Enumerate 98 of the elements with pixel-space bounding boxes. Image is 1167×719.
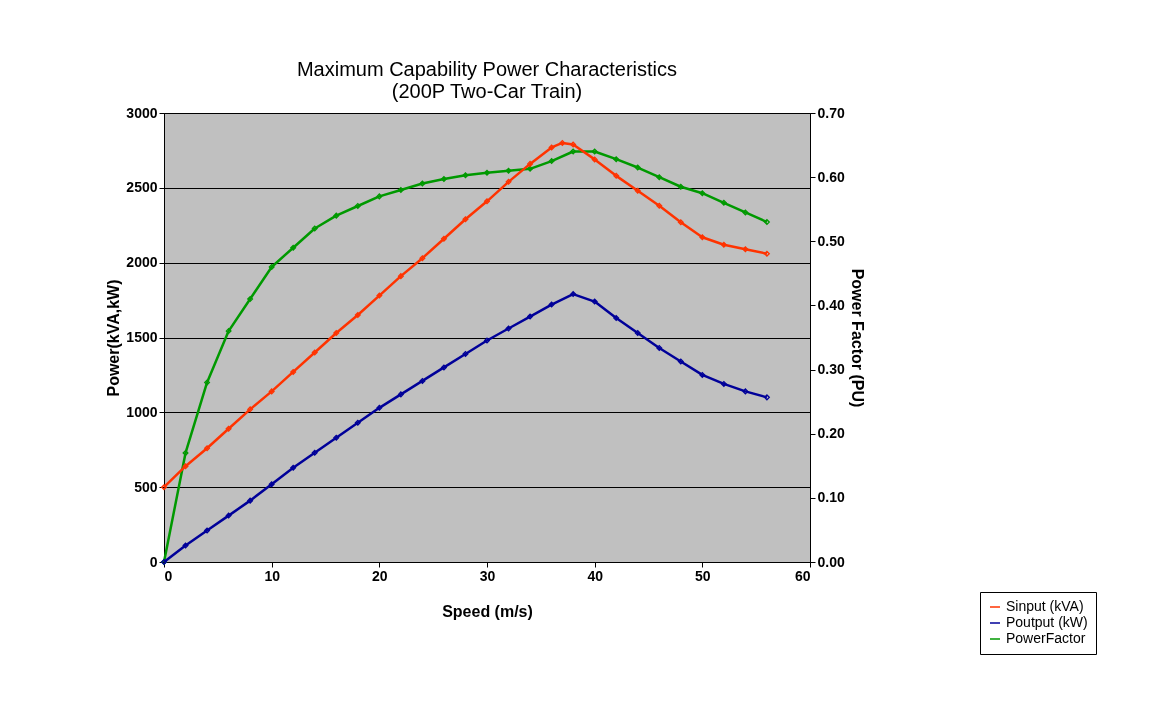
point: [204, 445, 211, 452]
point: [290, 244, 297, 251]
y-tick-label: 1500: [126, 329, 158, 345]
line-series: [161, 148, 770, 565]
x-axis-title: Speed (m/s): [442, 602, 533, 620]
y2-tick-label: 0.40: [817, 296, 845, 313]
point: [419, 255, 426, 262]
legend-label: Sinput (kVA): [1006, 598, 1084, 614]
point: [311, 449, 318, 456]
point: [656, 202, 663, 209]
point: [742, 246, 749, 253]
point: [484, 337, 490, 344]
point: [419, 180, 426, 187]
point: [354, 203, 361, 209]
y2-tick-label: 0.70: [817, 104, 845, 121]
point: [354, 419, 361, 426]
point: [720, 380, 727, 387]
point: [290, 464, 297, 471]
x-tick-label: 50: [695, 567, 711, 584]
y2-tick-label: 0.10: [817, 489, 845, 506]
point: [570, 291, 577, 298]
point: [634, 187, 641, 194]
point: [225, 512, 232, 519]
point: [397, 273, 404, 280]
legend-label: PowerFactor: [1006, 630, 1086, 646]
x-tick-label: 20: [372, 567, 388, 584]
point: [763, 250, 770, 257]
y-tick-label: 0: [149, 553, 158, 570]
point: [440, 176, 447, 183]
point: [548, 144, 555, 151]
x-tick-label: 10: [264, 567, 281, 584]
y2-tick-label: 0.50: [817, 232, 845, 249]
point: [677, 183, 684, 190]
point: [440, 235, 447, 242]
point: [656, 174, 663, 181]
point: [548, 301, 555, 308]
point: [613, 172, 620, 179]
y-tick-label: 3000: [126, 104, 158, 121]
y-axis-title: Power(kVA,kW): [105, 279, 123, 397]
point: [247, 296, 254, 303]
point: [720, 199, 727, 206]
point: [376, 292, 383, 299]
x-tick-label: 40: [587, 567, 604, 584]
point: [182, 542, 189, 549]
point: [505, 167, 512, 174]
point: [763, 219, 770, 226]
point: [677, 219, 684, 226]
x-tick-label: 60: [794, 567, 811, 584]
point: [613, 156, 620, 163]
y-tick-label: 2000: [126, 254, 158, 271]
y-tick-label: 1000: [126, 403, 158, 420]
point: [247, 406, 254, 413]
point: [311, 349, 318, 356]
point: [505, 325, 512, 332]
text: (200P Two-Car Train): [391, 80, 583, 102]
point: [613, 315, 620, 322]
point: [699, 371, 706, 378]
y2-tick-label: 0.20: [817, 425, 845, 442]
point: [591, 298, 598, 305]
point: [742, 388, 749, 395]
point: [656, 344, 663, 351]
y2-axis-title: Power Factor (PU): [848, 268, 866, 408]
point: [268, 388, 275, 395]
line-series: [161, 139, 770, 491]
point: [397, 186, 404, 193]
point: [699, 234, 706, 241]
point: [333, 434, 340, 441]
y-tick-label: 2500: [126, 179, 158, 196]
line-series: [161, 291, 770, 565]
point: [376, 404, 383, 411]
y2-tick-label: 0.60: [817, 168, 845, 185]
point: [634, 164, 641, 171]
point: [376, 193, 383, 200]
point: [591, 156, 598, 163]
point: [354, 312, 361, 319]
point: [225, 425, 232, 432]
point: [290, 368, 297, 375]
y2-tick-label: 0.00: [817, 553, 845, 570]
legend-label: Poutput (kW): [1006, 614, 1088, 630]
point: [677, 358, 684, 365]
point: [527, 160, 534, 167]
point: [311, 225, 318, 232]
point: [333, 212, 340, 219]
y2-tick-label: 0.30: [817, 361, 845, 378]
x-tick-label: 30: [479, 567, 496, 584]
y-tick-label: 500: [134, 478, 158, 495]
text: Maximum Capability Power Characteristics: [296, 58, 678, 80]
point: [591, 148, 598, 155]
point: [182, 463, 189, 470]
point: [397, 391, 404, 398]
point: [462, 216, 469, 223]
point: [720, 241, 727, 248]
point: [462, 172, 469, 179]
point: [699, 190, 706, 197]
point: [247, 497, 254, 504]
point: [742, 209, 749, 216]
point: [268, 481, 275, 488]
x-tick-label: 0: [164, 567, 173, 584]
